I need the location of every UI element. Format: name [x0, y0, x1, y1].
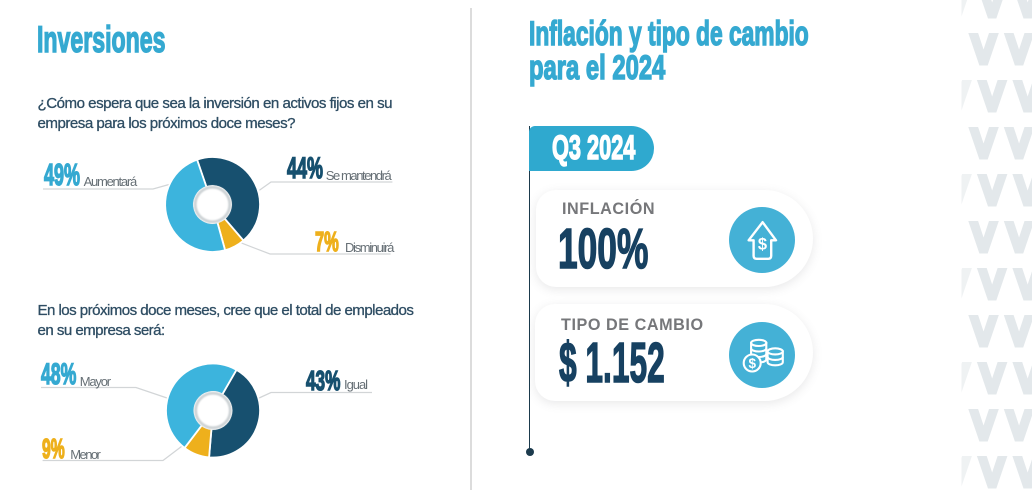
svg-text:$: $: [748, 356, 756, 371]
svg-text:$: $: [757, 235, 766, 253]
